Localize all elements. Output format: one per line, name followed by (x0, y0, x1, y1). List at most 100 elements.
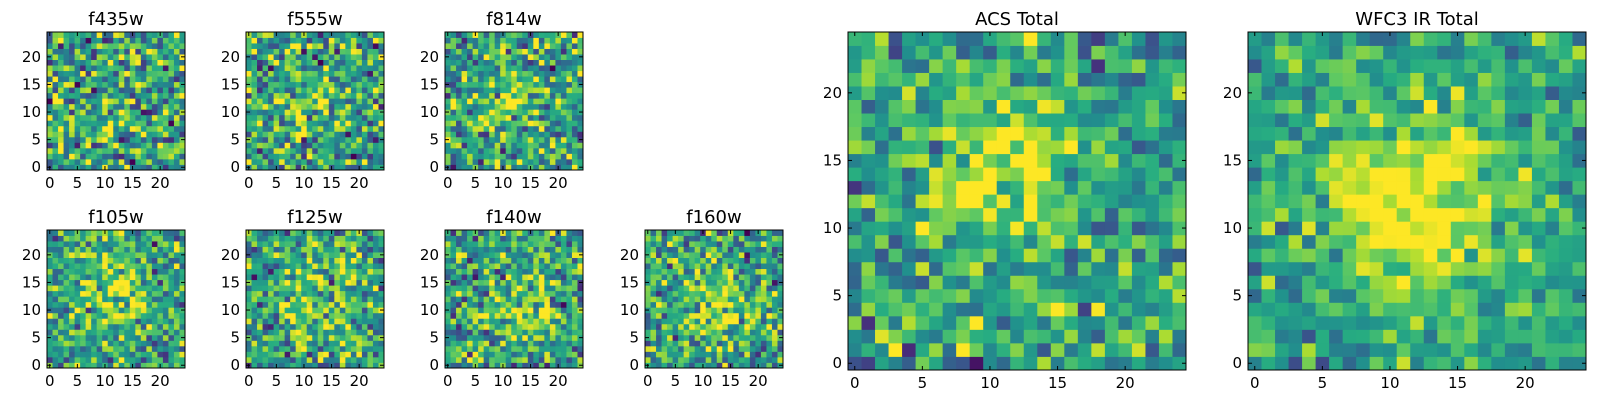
heatmap-cell (268, 81, 274, 88)
heatmap-cell (478, 345, 485, 352)
heatmap-cell (1118, 356, 1133, 371)
heatmap-cell (678, 307, 685, 314)
heatmap-cell (544, 340, 551, 347)
heatmap-cell (700, 312, 707, 319)
heatmap-cell (549, 142, 556, 149)
heatmap-cell (738, 230, 745, 236)
heatmap-cell (689, 268, 696, 275)
heatmap-cell (667, 340, 673, 347)
heatmap-cell (956, 329, 971, 344)
heatmap-cell (689, 301, 696, 308)
heatmap-cell (69, 76, 75, 83)
heatmap-cell (555, 131, 562, 138)
heatmap-cell (549, 92, 556, 99)
heatmap-cell (461, 296, 468, 303)
heatmap-cell (672, 301, 679, 308)
heatmap-cell (69, 109, 75, 116)
heatmap-cell (483, 103, 490, 110)
heatmap-cell (566, 290, 573, 297)
heatmap-cell (1064, 288, 1079, 303)
heatmap-cell (738, 307, 745, 314)
heatmap-cell (656, 252, 662, 258)
heatmap-cell (489, 48, 496, 55)
heatmap-cell (533, 92, 540, 99)
heatmap-cell (494, 296, 501, 303)
heatmap-cell (124, 131, 131, 138)
heatmap-cell (113, 312, 120, 319)
heatmap-cell (323, 81, 330, 88)
heatmap-cell (483, 131, 490, 138)
heatmap-cell (1145, 194, 1160, 209)
heatmap-cell (372, 103, 379, 110)
heatmap-cell (467, 48, 473, 55)
heatmap-cell (1118, 275, 1133, 290)
heatmap-cell (861, 207, 876, 222)
heatmap-cell (902, 342, 916, 357)
heatmap-cell (345, 285, 352, 292)
heatmap-cell (74, 340, 81, 347)
heatmap-cell (445, 87, 451, 94)
heatmap-cell (760, 241, 767, 247)
heatmap-cell (173, 164, 180, 171)
heatmap-cell (461, 351, 468, 358)
heatmap-cell (328, 109, 335, 116)
heatmap-cell (257, 120, 263, 127)
heatmap-cell (478, 279, 485, 286)
heatmap-cell (339, 109, 346, 116)
heatmap-cell (538, 290, 545, 297)
heatmap-cell (339, 329, 346, 336)
heatmap-cell (350, 109, 357, 116)
heatmap-cell (301, 285, 308, 292)
heatmap-cell (749, 257, 756, 264)
heatmap-cell (560, 340, 567, 347)
heatmap-cell (467, 351, 473, 358)
heatmap-cell (522, 32, 529, 38)
heatmap-cell (472, 241, 479, 247)
heatmap-cell (372, 114, 379, 121)
heatmap-cell (1037, 234, 1052, 249)
heatmap-cell (118, 301, 125, 308)
heatmap-cell (650, 340, 657, 347)
heatmap-cell (284, 345, 291, 352)
heatmap-cell (533, 334, 540, 341)
heatmap-cell (350, 351, 357, 358)
heatmap-cell (323, 70, 330, 77)
heatmap-cell (334, 301, 341, 308)
heatmap-cell (667, 263, 673, 270)
heatmap-cell (63, 334, 70, 341)
heatmap-cell (85, 70, 92, 77)
heatmap-cell (527, 87, 534, 94)
heatmap-cell (875, 221, 889, 236)
heatmap-cell (279, 285, 286, 292)
heatmap-cell (744, 351, 751, 358)
heatmap-cell (173, 81, 180, 88)
heatmap-cell (323, 59, 330, 66)
heatmap-cell (91, 81, 98, 88)
heatmap-cell (162, 98, 169, 105)
heatmap-cell (755, 345, 762, 352)
heatmap-cell (262, 279, 269, 286)
heatmap-cell (295, 329, 302, 336)
heatmap-cell (527, 274, 534, 281)
heatmap-cell (489, 279, 496, 286)
heatmap-cell (689, 252, 696, 258)
heatmap-cell (461, 54, 468, 60)
heatmap-cell (52, 296, 59, 303)
heatmap-cell (290, 290, 297, 297)
heatmap-cell (356, 103, 363, 110)
heatmap-cell (257, 296, 263, 303)
heatmap-cell (969, 221, 984, 236)
heatmap-cell (478, 37, 485, 44)
heatmap-cell (345, 279, 352, 286)
heatmap-cell (678, 323, 685, 330)
heatmap-cell (323, 158, 330, 165)
heatmap-cell (848, 315, 862, 330)
heatmap-cell (522, 70, 529, 77)
heatmap-cell (339, 290, 346, 297)
heatmap-cell (96, 252, 103, 258)
heatmap-cell (566, 43, 573, 49)
heatmap-cell (744, 235, 751, 242)
heatmap-cell (279, 147, 286, 154)
heatmap-cell (472, 301, 479, 308)
heatmap-cell (69, 246, 75, 253)
